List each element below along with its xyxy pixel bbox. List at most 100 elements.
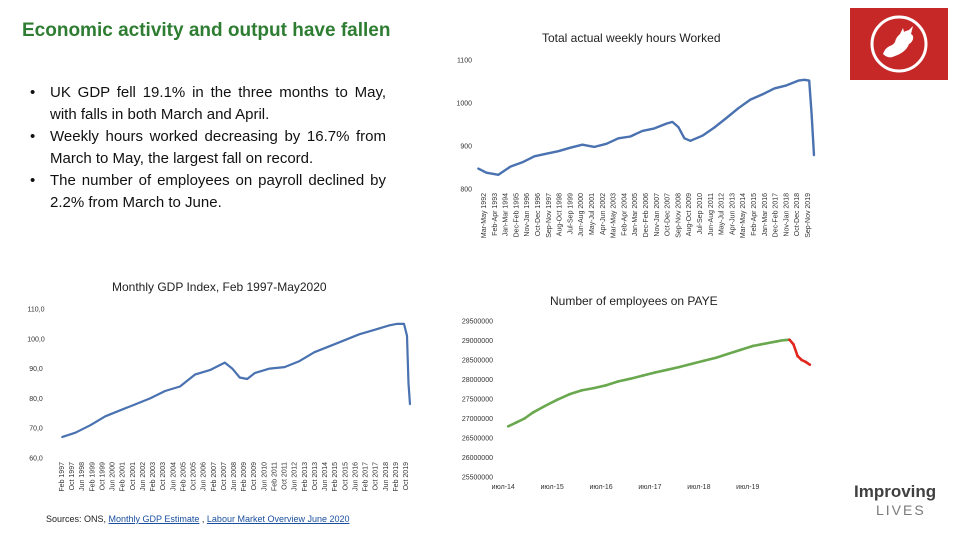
gdp-point bbox=[358, 333, 361, 336]
hours-xtick-label: Jan-Mar 1994 bbox=[503, 193, 510, 236]
bullet-hours: Weekly hours worked decreasing by 16.7% … bbox=[28, 126, 386, 170]
paye-xtick-label: июл-15 bbox=[541, 484, 564, 491]
hours-xtick-label: May-Jul 2001 bbox=[589, 193, 596, 235]
gdp-xtick-label: Jun 2016 bbox=[352, 462, 359, 491]
gdp-point bbox=[406, 334, 408, 337]
gdp-xtick-label: Feb 2011 bbox=[271, 462, 278, 491]
hours-point bbox=[677, 126, 680, 128]
hours-xtick-label: Nov-Jan 1996 bbox=[524, 193, 531, 237]
paye-point-after bbox=[808, 363, 812, 366]
paye-point-before bbox=[780, 339, 783, 342]
hours-point bbox=[803, 78, 806, 81]
paye-point-before bbox=[784, 338, 787, 342]
gdp-point bbox=[231, 367, 234, 370]
gdp-estimate-link[interactable]: Monthly GDP Estimate bbox=[108, 514, 200, 524]
paye-point-before bbox=[543, 404, 547, 408]
hours-point bbox=[671, 121, 674, 123]
gdp-point bbox=[134, 403, 137, 406]
page-title: Economic activity and output have fallen bbox=[22, 20, 391, 41]
paye-point-before bbox=[653, 371, 657, 374]
hours-point bbox=[785, 84, 788, 87]
gdp-ytick-label: 70,0 bbox=[29, 426, 43, 433]
gdp-point bbox=[149, 397, 152, 400]
gdp-xtick-label: Feb 2007 bbox=[211, 462, 218, 492]
hours-xtick-label: Nov-Jan 2007 bbox=[654, 193, 661, 237]
hours-xtick-label: Jan-Mar 2005 bbox=[632, 193, 639, 236]
gdp-point bbox=[89, 424, 92, 427]
hours-point bbox=[617, 137, 620, 140]
paye-xtick-label: июл-16 bbox=[589, 484, 612, 491]
hours-xtick-label: Aug-Oct 1998 bbox=[557, 193, 564, 236]
paye-point-before bbox=[506, 425, 510, 428]
hours-xtick-label: Feb-Apr 1993 bbox=[492, 193, 499, 236]
gdp-point bbox=[104, 415, 107, 418]
hours-point bbox=[593, 145, 596, 148]
hours-xtick-label: Mar-May 1992 bbox=[481, 193, 488, 238]
gdp-xtick-label: Jun 2018 bbox=[383, 462, 390, 491]
hours-xtick-label: May-Jul 2012 bbox=[719, 193, 726, 235]
gdp-xtick-label: Oct 2015 bbox=[342, 462, 349, 491]
paye-point-after bbox=[804, 360, 808, 364]
bullet-gdp: UK GDP fell 19.1% in the three months to… bbox=[28, 82, 386, 126]
hours-point bbox=[665, 122, 668, 125]
welsh-dragon-logo bbox=[850, 8, 948, 80]
hours-point bbox=[808, 79, 811, 82]
paye-point-before bbox=[751, 344, 755, 348]
paye-ytick-label: 27000000 bbox=[462, 416, 493, 423]
gdp-xtick-label: Feb 2017 bbox=[363, 462, 370, 492]
hours-point bbox=[725, 117, 728, 119]
gdp-chart-title: Monthly GDP Index, Feb 1997-May2020 bbox=[112, 280, 327, 294]
hours-point bbox=[569, 146, 572, 149]
hours-ytick-label: 1100 bbox=[457, 58, 472, 65]
paye-chart: 29500000 29000000 28500000 28000000 27500000… bbox=[462, 319, 812, 491]
paye-point-before bbox=[702, 359, 706, 363]
bullet-payroll: The number of employees on payroll decli… bbox=[28, 170, 386, 214]
gdp-ytick-label: 60,0 bbox=[29, 456, 43, 463]
gdp-xtick-label: Oct 2009 bbox=[251, 462, 258, 491]
hours-point bbox=[509, 165, 512, 168]
sources-note: Sources: ONS, Monthly GDP Estimate , Lab… bbox=[46, 514, 350, 524]
paye-point-before bbox=[604, 384, 608, 387]
paye-point-before bbox=[678, 365, 681, 369]
paye-ytick-label: 26000000 bbox=[462, 455, 493, 462]
gdp-ytick-label: 100,0 bbox=[27, 336, 45, 343]
hours-xtick-label: Dec-Feb 2006 bbox=[643, 193, 650, 237]
hours-xtick-label: Apr-Jun 2002 bbox=[600, 193, 607, 235]
hours-chart-title: Total actual weekly hours Worked bbox=[542, 31, 721, 45]
hours-point bbox=[581, 143, 584, 146]
gdp-xtick-label: Feb 2013 bbox=[302, 462, 309, 492]
paye-point-before bbox=[727, 352, 730, 356]
paye-point-before bbox=[690, 362, 693, 366]
gdp-point bbox=[409, 403, 411, 406]
gdp-xtick-label: Oct 2003 bbox=[160, 462, 167, 491]
hours-point bbox=[813, 154, 815, 157]
paye-point-before bbox=[555, 398, 559, 402]
gdp-series-line bbox=[61, 322, 412, 439]
gdp-point bbox=[298, 360, 301, 363]
gdp-xtick-label: Oct 2005 bbox=[191, 462, 198, 491]
paye-point-before bbox=[515, 421, 518, 424]
hours-point bbox=[641, 130, 644, 132]
gdp-point bbox=[246, 378, 249, 380]
gdp-xtick-label: Feb 1997 bbox=[59, 462, 66, 492]
sources-separator: , bbox=[199, 514, 207, 524]
labour-market-link[interactable]: Labour Market Overview June 2020 bbox=[206, 514, 350, 524]
hours-point bbox=[761, 93, 764, 96]
sources-prefix: Sources: ONS, bbox=[46, 514, 109, 524]
gdp-point bbox=[208, 369, 211, 371]
gdp-point bbox=[407, 382, 410, 385]
paye-point-before bbox=[714, 356, 718, 359]
hours-point bbox=[485, 171, 488, 174]
hours-xtick-label: Jun-Aug 2011 bbox=[708, 193, 715, 236]
gdp-xtick-label: Jun 2008 bbox=[231, 462, 238, 491]
gdp-xtick-label: Jun 2002 bbox=[140, 462, 147, 491]
paye-point-before bbox=[531, 411, 534, 414]
paye-ytick-label: 28000000 bbox=[462, 377, 493, 384]
gdp-xtick-label: Jun 1998 bbox=[79, 462, 86, 491]
hours-xtick-label: Aug-Oct 2009 bbox=[686, 193, 693, 236]
hours-point bbox=[749, 98, 752, 101]
hours-point bbox=[521, 161, 524, 164]
paye-point-after bbox=[796, 354, 799, 358]
paye-ytick-label: 28500000 bbox=[462, 358, 493, 365]
paye-point-before bbox=[523, 417, 526, 420]
